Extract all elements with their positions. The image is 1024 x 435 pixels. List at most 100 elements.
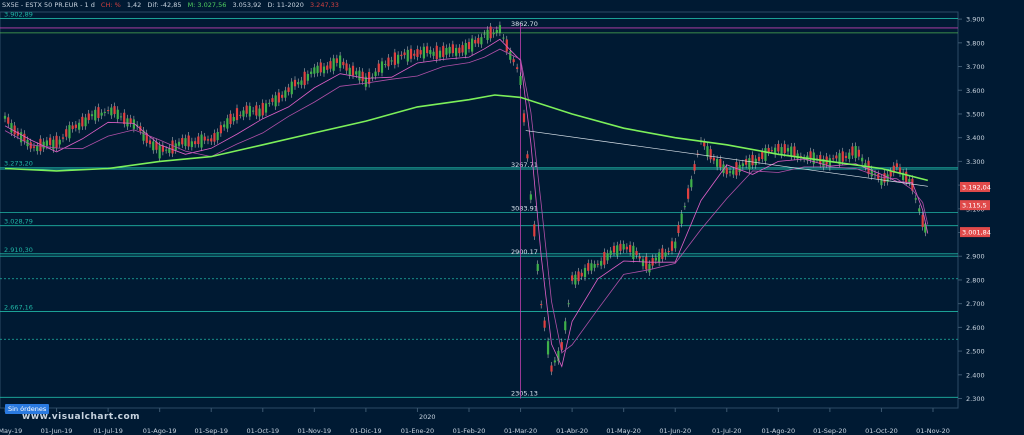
candle-body (822, 159, 825, 167)
candle-body (239, 114, 242, 116)
last-value: 3.247,33 (309, 1, 339, 9)
watermark: www.visualchart.com (22, 412, 141, 422)
candle-body (393, 52, 396, 65)
candle-body (864, 163, 867, 168)
candle-body (751, 154, 754, 166)
candle-body (764, 148, 767, 161)
candle-body (261, 102, 264, 116)
candle-body (29, 142, 32, 149)
candle-body (380, 61, 384, 73)
candle-body (512, 59, 515, 63)
candle-body (71, 125, 74, 130)
candle-body (645, 256, 648, 270)
candle-body (461, 45, 464, 53)
candle-body (625, 246, 628, 250)
x-tick-label: 01-Nov-19 (297, 427, 331, 435)
candle-body (45, 140, 48, 146)
date-value: D: 11-2020 (267, 1, 304, 9)
candle-body (355, 71, 358, 75)
candle-body (741, 163, 744, 167)
orders-badge[interactable]: Sin órdenes (5, 404, 50, 414)
candle-body (3, 115, 7, 119)
candle-body (442, 45, 445, 57)
candle-body (458, 47, 461, 54)
candle-body (200, 134, 203, 148)
candle-body (213, 133, 216, 142)
candle-body (177, 141, 181, 146)
candle-body (898, 167, 902, 174)
level-label: 3.028,79 (4, 218, 33, 226)
x-tick-label: 01-May-19 (0, 427, 22, 435)
candle-body (413, 53, 416, 56)
candle-body (477, 37, 480, 44)
candle-body (87, 113, 90, 121)
x-tick-label: 01-Jul-19 (93, 427, 122, 435)
candle-body (522, 113, 526, 123)
candle-body (812, 152, 815, 164)
candle-body (300, 80, 303, 85)
candle-body (480, 37, 483, 45)
year-marker: 2020 (419, 413, 436, 421)
candle-body (577, 271, 580, 282)
x-tick-label: 01-Sep-20 (813, 427, 846, 435)
candle-body (165, 149, 168, 151)
level-label: 3.902,89 (4, 10, 33, 18)
candle-body (335, 58, 338, 63)
candle-body (492, 32, 495, 35)
candle-body (409, 48, 413, 59)
candle-body (132, 119, 135, 129)
x-tick-label: 01-Jul-20 (712, 427, 741, 435)
candle-body (255, 105, 258, 116)
candle-body (258, 108, 261, 117)
candle-body (416, 49, 419, 57)
x-tick-label: 01-May-20 (606, 427, 641, 435)
plot-frame (0, 11, 959, 409)
candle-body (732, 170, 735, 175)
y-tick-label: 2.700 (966, 300, 985, 308)
ma-mid-line (4, 48, 929, 354)
candle-body (152, 141, 155, 151)
x-tick-label: 01-Oct-20 (865, 427, 898, 435)
candle-body (68, 125, 71, 139)
candle-body (435, 45, 438, 60)
candle-body (761, 151, 764, 159)
candle-body (429, 50, 432, 55)
candle-body (281, 94, 284, 98)
candle-body (622, 244, 625, 250)
candle-body (297, 82, 300, 85)
candle-body (100, 112, 103, 116)
candle-body (670, 241, 674, 251)
candle-body (81, 116, 84, 127)
candle-body (470, 38, 474, 52)
candle-body (181, 138, 184, 145)
candle-body (390, 60, 393, 62)
candle-body (348, 67, 351, 76)
candle-body (371, 76, 374, 78)
candle-body (832, 158, 835, 160)
level-label: 3.273,20 (4, 160, 33, 168)
candle-body (287, 87, 290, 92)
candle-body (560, 342, 563, 350)
candle-body (113, 106, 116, 115)
candle-body (36, 145, 39, 152)
candle-body (303, 71, 306, 86)
candle-body (94, 109, 97, 121)
candle-body (693, 164, 696, 171)
candle-body (339, 55, 342, 68)
y-tick-label: 3.700 (966, 63, 985, 71)
candle-body (358, 70, 361, 81)
candle-body (451, 44, 454, 54)
candle-body (216, 131, 219, 141)
candle-body (197, 136, 200, 145)
candle-body (190, 141, 193, 147)
candle-body (786, 148, 790, 152)
level-label: 3083.91 (511, 205, 538, 213)
candle-body (809, 151, 812, 160)
candle-body (716, 158, 719, 167)
candle-body (583, 267, 587, 278)
candle-body (709, 149, 712, 160)
level-label: 2.910,30 (4, 246, 33, 254)
candle-body (774, 147, 777, 155)
candle-body (770, 150, 773, 152)
